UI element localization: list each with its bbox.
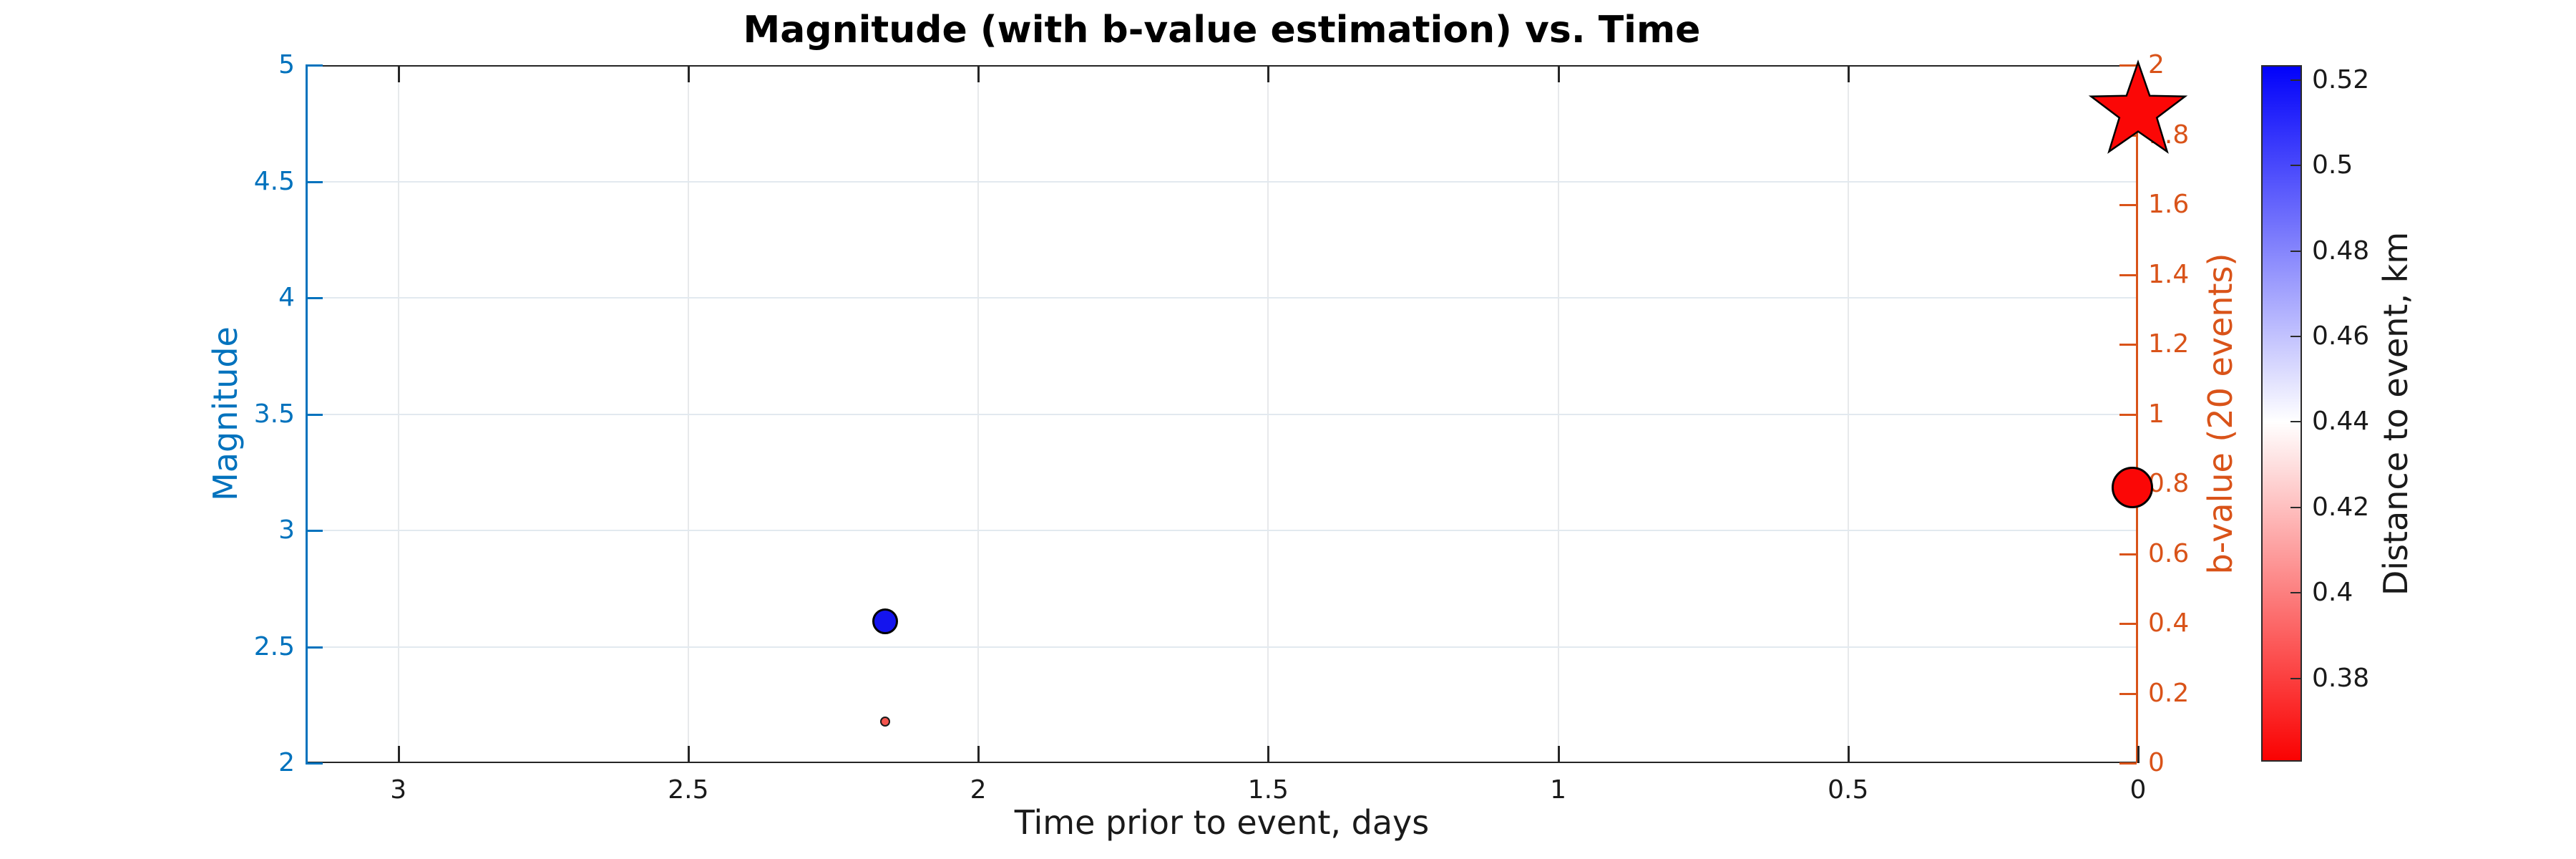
colorbar-tick-label: 0.38 bbox=[2312, 663, 2370, 693]
x-tick-label: 3 bbox=[390, 775, 407, 805]
colorbar-tick-label: 0.42 bbox=[2312, 492, 2370, 522]
x-tick-top bbox=[977, 65, 980, 82]
right-tick bbox=[2119, 692, 2137, 695]
x-tick-top bbox=[1267, 65, 1270, 82]
right-tick-label: 0 bbox=[2148, 748, 2165, 777]
x-tick-bottom bbox=[977, 746, 980, 763]
right-tick-label: 0.4 bbox=[2148, 608, 2190, 638]
colorbar-tick bbox=[2290, 79, 2302, 81]
top-spine bbox=[306, 65, 2138, 67]
left-tick-label: 3.5 bbox=[253, 399, 295, 429]
right-tick-label: 1.2 bbox=[2148, 329, 2190, 359]
left-tick-label: 2.5 bbox=[253, 631, 295, 661]
x-tick-label: 1 bbox=[1550, 775, 1566, 805]
colorbar-tick bbox=[2290, 336, 2302, 338]
gridline-horizontal bbox=[306, 297, 2138, 299]
colorbar-tick bbox=[2290, 250, 2302, 252]
x-tick-top bbox=[397, 65, 400, 82]
right-tick-label: 1.6 bbox=[2148, 190, 2190, 219]
right-tick bbox=[2119, 762, 2137, 765]
x-tick-top bbox=[1847, 65, 1850, 82]
x-tick-label: 2 bbox=[970, 775, 987, 805]
right-y-axis-label: b-value (20 events) bbox=[2201, 253, 2240, 575]
right-tick bbox=[2119, 623, 2137, 625]
right-tick-label: 0.6 bbox=[2148, 538, 2190, 568]
right-tick-label: 1.4 bbox=[2148, 259, 2190, 289]
right-tick bbox=[2119, 273, 2137, 276]
left-tick-label: 2 bbox=[278, 748, 295, 777]
right-tick-label: 2 bbox=[2148, 50, 2165, 79]
colorbar-tick-label: 0.44 bbox=[2312, 407, 2370, 437]
gridline-horizontal bbox=[306, 646, 2138, 648]
colorbar-tick-label: 0.52 bbox=[2312, 64, 2370, 94]
colorbar-tick-label: 0.4 bbox=[2312, 578, 2353, 608]
colorbar-tick-label: 0.5 bbox=[2312, 150, 2353, 180]
gridline-horizontal bbox=[306, 530, 2138, 531]
x-tick-label: 1.5 bbox=[1247, 775, 1289, 805]
gridline-horizontal bbox=[306, 413, 2138, 415]
x-tick-label: 0 bbox=[2129, 775, 2147, 805]
left-y-axis-label: Magnitude bbox=[206, 326, 245, 501]
left-tick-label: 4 bbox=[278, 283, 295, 312]
left-tick bbox=[306, 762, 323, 765]
data-point-foreshock-red bbox=[880, 716, 891, 727]
x-axis-label: Time prior to event, days bbox=[1014, 803, 1430, 842]
left-tick-label: 3 bbox=[278, 515, 295, 545]
colorbar-tick-label: 0.46 bbox=[2312, 321, 2370, 351]
colorbar-tick-label: 0.48 bbox=[2312, 236, 2370, 266]
star-shape bbox=[2088, 59, 2188, 154]
x-tick-bottom bbox=[1557, 746, 1560, 763]
chart-title: Magnitude (with b-value estimation) vs. … bbox=[743, 9, 1701, 52]
data-point-main-event-star bbox=[2088, 59, 2188, 154]
right-tick bbox=[2119, 344, 2137, 346]
data-point-foreshock-blue bbox=[872, 608, 899, 634]
bottom-spine bbox=[306, 762, 2138, 763]
colorbar-tick bbox=[2290, 677, 2302, 679]
x-tick-label: 0.5 bbox=[1828, 775, 1869, 805]
left-tick bbox=[306, 297, 323, 299]
right-tick bbox=[2119, 413, 2137, 416]
right-tick-label: 0.2 bbox=[2148, 678, 2190, 708]
x-tick-bottom bbox=[1847, 746, 1850, 763]
x-tick-label: 2.5 bbox=[668, 775, 709, 805]
left-tick-label: 5 bbox=[278, 50, 295, 79]
right-tick bbox=[2119, 204, 2137, 206]
x-tick-bottom bbox=[687, 746, 690, 763]
right-tick-label: 1 bbox=[2148, 399, 2165, 429]
x-tick-bottom bbox=[2137, 746, 2140, 763]
left-tick bbox=[306, 646, 323, 649]
x-tick-top bbox=[687, 65, 690, 82]
x-tick-bottom bbox=[397, 746, 400, 763]
left-tick bbox=[306, 530, 323, 532]
x-tick-top bbox=[1557, 65, 1560, 82]
left-tick bbox=[306, 180, 323, 183]
left-tick bbox=[306, 413, 323, 416]
right-tick bbox=[2119, 553, 2137, 555]
data-point-b-value-estimate bbox=[2111, 466, 2153, 508]
colorbar-label: Distance to event, km bbox=[2376, 231, 2415, 596]
colorbar-tick bbox=[2290, 421, 2302, 423]
gridline-horizontal bbox=[306, 180, 2138, 183]
colorbar-tick bbox=[2290, 165, 2302, 167]
left-tick bbox=[306, 64, 323, 67]
x-tick-bottom bbox=[1267, 746, 1270, 763]
colorbar bbox=[2261, 65, 2302, 762]
colorbar-tick bbox=[2290, 506, 2302, 508]
colorbar-tick bbox=[2290, 592, 2302, 594]
right-spine bbox=[2136, 65, 2138, 763]
right-tick bbox=[2119, 64, 2137, 67]
right-tick-label: 0.8 bbox=[2148, 469, 2190, 498]
left-tick-label: 4.5 bbox=[253, 166, 295, 196]
